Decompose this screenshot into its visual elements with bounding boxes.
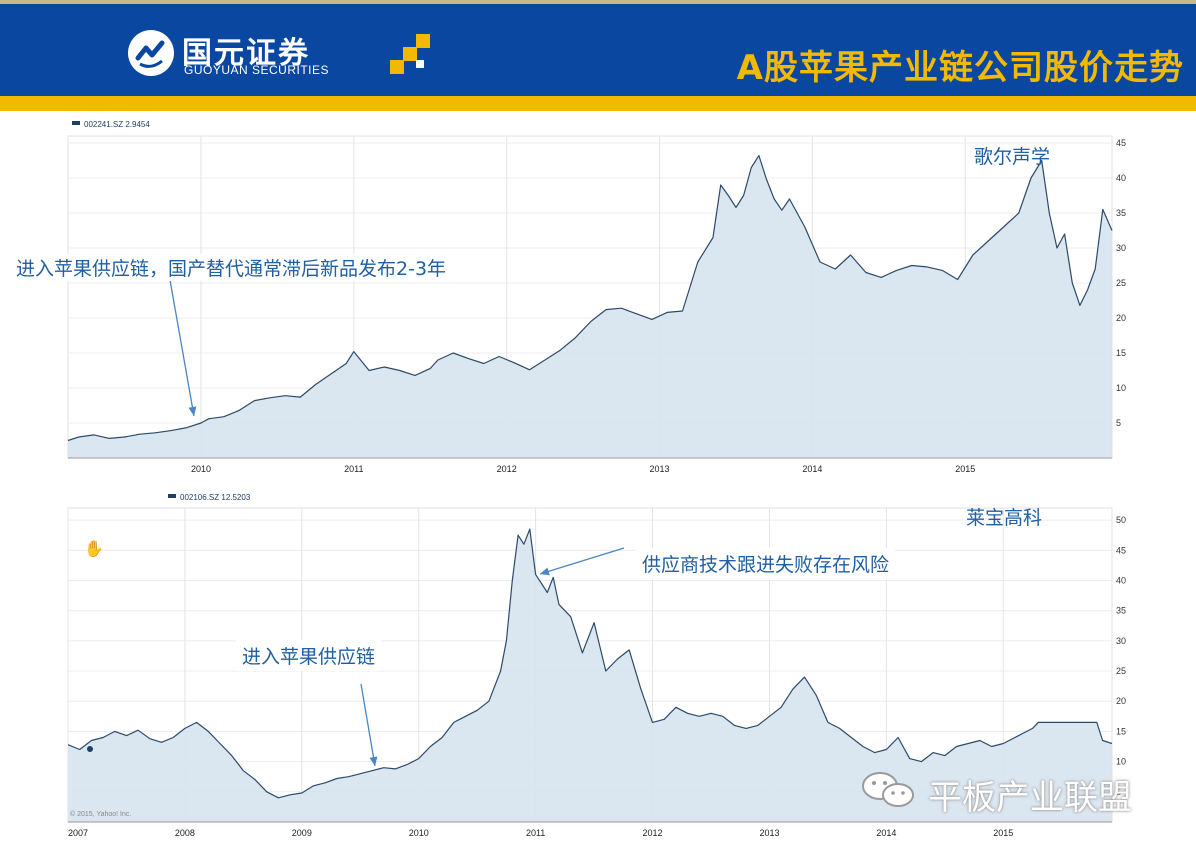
chart-2-x-tick-label: 2014 [876, 828, 896, 838]
chart-2-x-tick-label: 2008 [175, 828, 195, 838]
logo-squares-icon [390, 34, 434, 78]
chart-1-y-tick-label: 40 [1116, 173, 1126, 183]
annotation-top-arrow-head [188, 406, 197, 416]
chart-2-y-tick-label: 45 [1116, 545, 1126, 555]
chart-1-y-tick-label: 5 [1116, 418, 1121, 428]
chart-2-x-tick-label: 2007 [68, 828, 88, 838]
logo-chinese-name: 国元证券 [182, 36, 310, 71]
chart-1-y-tick-label: 30 [1116, 243, 1126, 253]
chart-2-y-tick-label: 10 [1116, 757, 1126, 767]
chart-1-legend-swatch [72, 121, 80, 125]
watermark-text: 平板产业联盟 [928, 778, 1132, 818]
chart-1-y-tick-label: 35 [1116, 208, 1126, 218]
chart-1-x-tick-label: 2014 [802, 464, 822, 474]
logo-mark-icon [128, 30, 174, 76]
chart-1-x-tick-label: 2013 [650, 464, 670, 474]
annotation-supply-arrow-head [369, 756, 378, 766]
page-title: A股苹果产业链公司股价走势 [736, 48, 1184, 88]
chart-1-y-tick-label: 20 [1116, 313, 1126, 323]
annotation-risk-arrow [539, 547, 625, 575]
hand-cursor-icon: ✋ [84, 539, 104, 558]
annotation-risk-arrow-head [540, 567, 550, 576]
chart-2-legend-label: 002106.SZ 12.5203 [180, 493, 251, 502]
company-logo: 国元证券 GUOYUAN SECURITIES [128, 30, 448, 82]
chart-2-copyright: © 2015, Yahoo! Inc. [70, 810, 131, 818]
chart-1-y-tick-label: 25 [1116, 278, 1126, 288]
annotation-supplier-risk: 供应商技术跟进失败存在风险 [636, 548, 896, 579]
chart-2-x-tick-label: 2010 [409, 828, 429, 838]
chart-2-legend-swatch [168, 494, 176, 498]
header-top-line [0, 0, 1196, 4]
chart-2-y-tick-label: 25 [1116, 666, 1126, 676]
chart-2-y-tick-label: 20 [1116, 696, 1126, 706]
annotation-top-arrow [169, 279, 195, 417]
chart-2-y-tick-label: 40 [1116, 575, 1126, 585]
chart-1-x-tick-label: 2015 [955, 464, 975, 474]
logo-english-name: GUOYUAN SECURITIES [184, 63, 330, 77]
chart-1-y-tick-label: 45 [1116, 138, 1126, 148]
chart-2-y-tick-label: 50 [1116, 515, 1126, 525]
chart-2-series-area [68, 529, 1112, 822]
chart-1-series-line [67, 155, 1113, 442]
chart-2-start-marker [87, 746, 93, 752]
wechat-icon [858, 768, 922, 812]
chart-1-series-area [68, 155, 1112, 458]
chart-2-x-tick-label: 2013 [759, 828, 779, 838]
chart-2-stock-name: 莱宝高科 [966, 507, 1043, 529]
header-bar [0, 0, 1196, 100]
chart-2-x-tick-label: 2009 [292, 828, 312, 838]
chart-1-x-tick-label: 2011 [344, 464, 363, 474]
chart-1-legend-label: 002241.SZ 2.9454 [84, 120, 150, 129]
chart-2-y-tick-label: 35 [1116, 606, 1126, 616]
chart-1-y-tick-label: 10 [1116, 383, 1126, 393]
chart-2-x-tick-label: 2012 [643, 828, 663, 838]
chart-2-y-tick-label: 15 [1116, 726, 1126, 736]
chart-1-x-tick-label: 2012 [497, 464, 517, 474]
chart-1-stock-name: 歌尔声学 [974, 146, 1051, 168]
chart-1-x-tick-label: 2010 [191, 464, 211, 474]
annotation-enter-supply-chain: 进入苹果供应链 [236, 640, 382, 671]
chart-1-y-tick-label: 15 [1116, 348, 1126, 358]
header-gold-stripe [0, 96, 1196, 111]
chart-2-x-tick-label: 2015 [993, 828, 1013, 838]
chart-2-y-tick-label: 5 [1116, 787, 1121, 797]
annotation-supply-arrow [360, 683, 376, 767]
annotation-top-note: 进入苹果供应链，国产替代通常滞后新品发布2-3年 [12, 254, 451, 281]
chart-2-series-line [67, 528, 1113, 799]
chart-2-x-tick-label: 2011 [526, 828, 545, 838]
watermark: 平板产业联盟 [858, 766, 1168, 818]
chart-2-y-tick-label: 30 [1116, 636, 1126, 646]
